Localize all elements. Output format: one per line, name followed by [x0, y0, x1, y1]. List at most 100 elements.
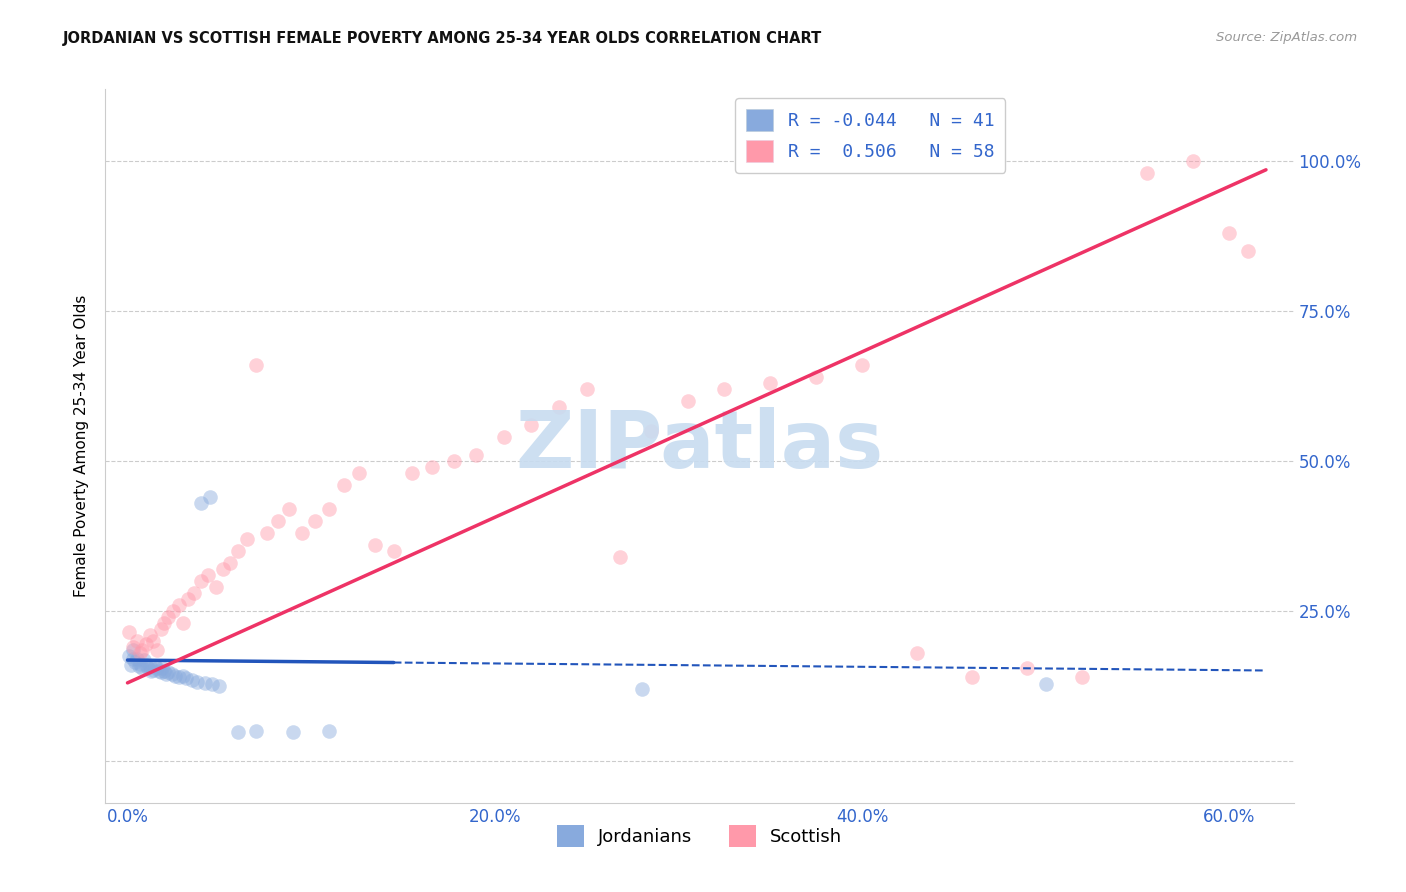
Point	[194, 676, 217, 690]
Point	[291, 525, 314, 540]
Point	[149, 665, 172, 679]
Point	[759, 376, 782, 390]
Point	[172, 615, 194, 630]
Point	[364, 538, 387, 552]
Point	[141, 664, 163, 678]
Point	[150, 661, 173, 675]
Point	[132, 653, 155, 667]
Point	[197, 568, 219, 582]
Point	[153, 615, 176, 630]
Point	[128, 659, 150, 673]
Point	[201, 677, 224, 691]
Point	[226, 544, 249, 558]
Point	[160, 666, 183, 681]
Point	[208, 679, 231, 693]
Point	[676, 394, 699, 409]
Point	[401, 466, 423, 480]
Point	[156, 610, 179, 624]
Point	[1136, 166, 1159, 180]
Point	[153, 664, 176, 678]
Point	[155, 666, 177, 681]
Point	[609, 549, 631, 564]
Point	[125, 652, 148, 666]
Text: ZIPatlas: ZIPatlas	[516, 407, 883, 485]
Point	[267, 514, 290, 528]
Point	[1071, 670, 1094, 684]
Point	[180, 673, 202, 687]
Point	[318, 723, 340, 738]
Point	[212, 562, 235, 576]
Point	[138, 659, 160, 673]
Point	[804, 370, 827, 384]
Point	[1035, 677, 1057, 691]
Point	[198, 490, 221, 504]
Point	[143, 659, 166, 673]
Point	[226, 725, 249, 739]
Point	[124, 655, 146, 669]
Point	[281, 725, 304, 739]
Point	[851, 358, 873, 372]
Point	[465, 448, 488, 462]
Point	[1236, 244, 1258, 259]
Point	[1218, 226, 1240, 240]
Point	[905, 646, 928, 660]
Point	[190, 496, 212, 510]
Point	[960, 670, 983, 684]
Point	[118, 624, 141, 639]
Point	[492, 430, 515, 444]
Point	[131, 643, 153, 657]
Point	[443, 454, 465, 468]
Point	[131, 661, 153, 675]
Point	[118, 648, 141, 663]
Point	[318, 502, 340, 516]
Point	[148, 664, 170, 678]
Point	[135, 637, 157, 651]
Point	[183, 586, 205, 600]
Point	[420, 460, 443, 475]
Point	[156, 665, 179, 679]
Point	[167, 598, 190, 612]
Point	[1017, 661, 1039, 675]
Point	[136, 661, 159, 675]
Point	[162, 604, 184, 618]
Point	[333, 478, 356, 492]
Point	[122, 652, 145, 666]
Point	[174, 671, 197, 685]
Y-axis label: Female Poverty Among 25-34 Year Olds: Female Poverty Among 25-34 Year Olds	[75, 295, 90, 597]
Point	[256, 525, 278, 540]
Point	[219, 556, 242, 570]
Point	[640, 424, 662, 438]
Point	[186, 674, 208, 689]
Point	[245, 358, 267, 372]
Point	[713, 382, 735, 396]
Point	[146, 661, 169, 675]
Point	[204, 580, 226, 594]
Point	[149, 622, 172, 636]
Point	[177, 591, 200, 606]
Point	[278, 502, 301, 516]
Point	[129, 657, 152, 671]
Point	[138, 628, 160, 642]
Point	[135, 657, 157, 672]
Point	[142, 633, 165, 648]
Point	[129, 646, 152, 660]
Point	[122, 640, 145, 654]
Point	[382, 544, 405, 558]
Point	[548, 400, 571, 414]
Text: JORDANIAN VS SCOTTISH FEMALE POVERTY AMONG 25-34 YEAR OLDS CORRELATION CHART: JORDANIAN VS SCOTTISH FEMALE POVERTY AMO…	[63, 31, 823, 46]
Text: Source: ZipAtlas.com: Source: ZipAtlas.com	[1216, 31, 1357, 45]
Point	[236, 532, 259, 546]
Point	[142, 663, 165, 677]
Point	[165, 668, 187, 682]
Legend: Jordanians, Scottish: Jordanians, Scottish	[550, 818, 849, 855]
Point	[125, 633, 148, 648]
Point	[172, 668, 194, 682]
Point	[190, 574, 212, 588]
Point	[245, 723, 267, 738]
Point	[520, 417, 543, 432]
Point	[630, 681, 652, 696]
Point	[122, 643, 145, 657]
Point	[347, 466, 370, 480]
Point	[304, 514, 326, 528]
Point	[575, 382, 598, 396]
